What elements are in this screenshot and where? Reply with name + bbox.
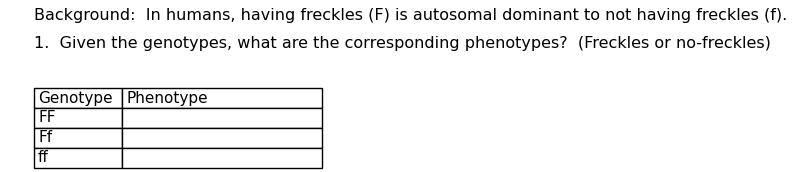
Bar	[122, 128, 322, 148]
Bar	[122, 108, 322, 128]
Bar	[122, 148, 322, 168]
Bar	[34, 108, 122, 128]
Bar	[122, 88, 322, 108]
Text: FF: FF	[38, 110, 55, 126]
Bar	[34, 88, 122, 108]
Text: Ff: Ff	[38, 131, 52, 146]
Text: 1.  Given the genotypes, what are the corresponding phenotypes?  (Freckles or no: 1. Given the genotypes, what are the cor…	[34, 36, 771, 51]
Text: Phenotype: Phenotype	[126, 90, 208, 105]
Text: Background:  In humans, having freckles (F) is autosomal dominant to not having : Background: In humans, having freckles (…	[34, 8, 788, 23]
Text: ff: ff	[38, 150, 49, 165]
Bar	[34, 128, 122, 148]
Bar	[34, 148, 122, 168]
Text: Genotype: Genotype	[38, 90, 113, 105]
